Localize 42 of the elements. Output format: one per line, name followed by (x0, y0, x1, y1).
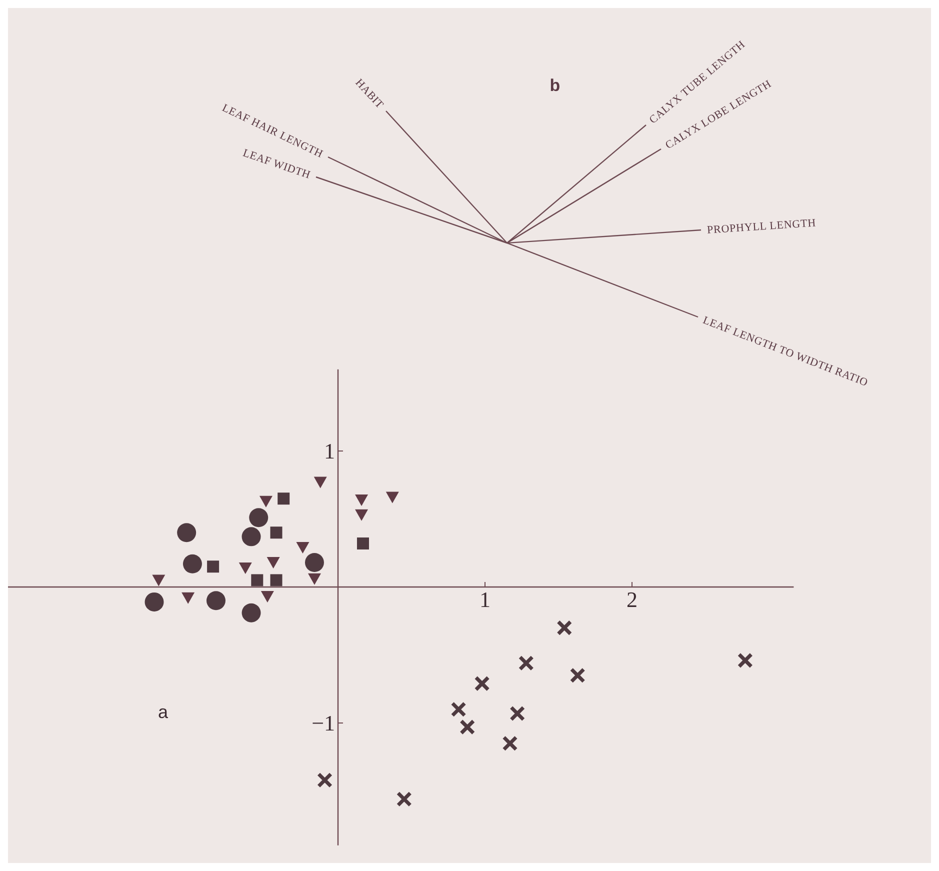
text: PROPHYLL LENGTH (706, 217, 816, 236)
point (570, 668, 586, 684)
point (270, 526, 282, 539)
point (316, 772, 333, 788)
point (251, 574, 264, 586)
point (182, 554, 202, 574)
point (355, 509, 368, 521)
point (207, 560, 220, 573)
text: b (550, 76, 560, 95)
y-tick-label: −1 (312, 710, 335, 736)
point (396, 791, 412, 807)
point (460, 719, 476, 735)
point (242, 603, 261, 622)
point (556, 620, 572, 636)
point (296, 542, 310, 554)
point (308, 573, 321, 585)
point (356, 537, 369, 550)
point (266, 557, 280, 569)
point (737, 652, 753, 668)
point (314, 476, 327, 488)
point (242, 527, 261, 546)
point (260, 591, 274, 603)
point (238, 562, 252, 574)
point (386, 492, 399, 504)
point (304, 553, 324, 572)
point (355, 494, 368, 506)
point (177, 523, 196, 542)
point (259, 496, 272, 508)
point (502, 736, 518, 752)
text: a (158, 702, 169, 722)
point (144, 592, 164, 612)
point (510, 706, 526, 722)
point (182, 592, 195, 604)
point (474, 676, 490, 692)
point (152, 574, 166, 586)
point (270, 574, 282, 586)
point (206, 591, 226, 610)
x-tick-label: 2 (626, 587, 638, 612)
point (249, 508, 268, 528)
point (278, 492, 290, 505)
point (450, 702, 466, 718)
point (518, 655, 534, 671)
